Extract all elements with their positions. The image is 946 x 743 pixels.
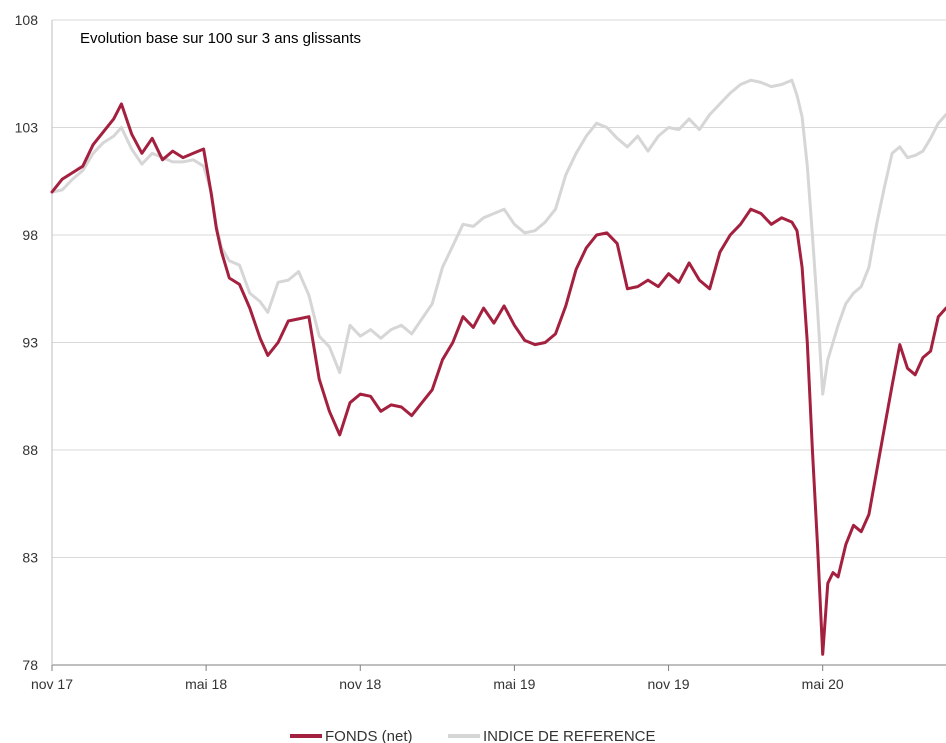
y-axis-ticks: 78 83 88 93 98 103 108 — [15, 12, 39, 673]
x-tick-label: mai 18 — [185, 676, 227, 692]
y-tick-label: 108 — [15, 12, 39, 28]
x-tick-label: nov 18 — [339, 676, 381, 692]
chart-title: Evolution base sur 100 sur 3 ans glissan… — [80, 30, 361, 47]
x-axis: nov 17 mai 18 nov 18 mai 19 nov 19 mai 20 — [31, 20, 946, 692]
y-tick-label: 83 — [22, 550, 38, 566]
y-tick-label: 93 — [22, 335, 38, 351]
x-tick-label: mai 20 — [802, 676, 844, 692]
y-tick-label: 78 — [22, 657, 38, 673]
gridlines — [52, 19, 946, 558]
series-line — [50, 102, 946, 656]
y-tick-label: 103 — [15, 120, 39, 136]
x-tick-label: mai 19 — [493, 676, 535, 692]
legend-label: FONDS (net) — [325, 728, 413, 743]
x-tick-label: nov 17 — [31, 676, 73, 692]
legend: FONDS (net) INDICE DE REFERENCE — [290, 728, 656, 743]
y-tick-label: 98 — [22, 227, 38, 243]
legend-label: INDICE DE REFERENCE — [483, 728, 656, 743]
y-tick-label: 88 — [22, 442, 38, 458]
x-tick-label: nov 19 — [648, 676, 690, 692]
series-lines — [50, 78, 946, 656]
